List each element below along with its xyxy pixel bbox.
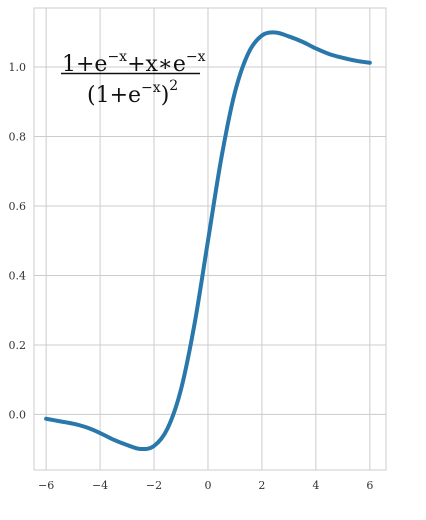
series-group <box>44 30 372 452</box>
denominator-open: (1+e <box>87 83 141 108</box>
x-tick-labels: −6 −4 −2 0 2 4 6 <box>38 479 373 492</box>
y-tick-label: 0.4 <box>9 269 27 282</box>
x-tick-label: 4 <box>312 479 319 492</box>
formula-annotation: 1+e−x+x∗e−x (1+e−x)2 <box>61 49 206 108</box>
numerator-exp1: −x <box>107 49 127 65</box>
denominator-power: 2 <box>169 78 178 94</box>
denominator-exp: −x <box>141 80 161 96</box>
y-tick-label: 0.2 <box>9 339 27 352</box>
series-line <box>44 30 372 452</box>
x-tick-label: 6 <box>366 479 373 492</box>
x-tick-label: −6 <box>38 479 54 492</box>
denominator-close: ) <box>161 83 170 108</box>
x-tick-label: 0 <box>204 479 211 492</box>
x-tick-label: −2 <box>146 479 162 492</box>
x-tick-label: −4 <box>92 479 108 492</box>
y-tick-label: 0.8 <box>9 131 27 144</box>
grid <box>34 8 386 470</box>
x-tick-label: 2 <box>258 479 265 492</box>
svg-text:(1+e−x)2: (1+e−x)2 <box>87 78 178 108</box>
y-tick-label: 0.6 <box>9 200 27 213</box>
y-tick-label: 0.0 <box>9 408 27 421</box>
numerator-exp2: −x <box>186 49 206 65</box>
y-tick-labels: 0.0 0.2 0.4 0.6 0.8 1.0 <box>9 61 27 421</box>
y-tick-label: 1.0 <box>9 61 27 74</box>
